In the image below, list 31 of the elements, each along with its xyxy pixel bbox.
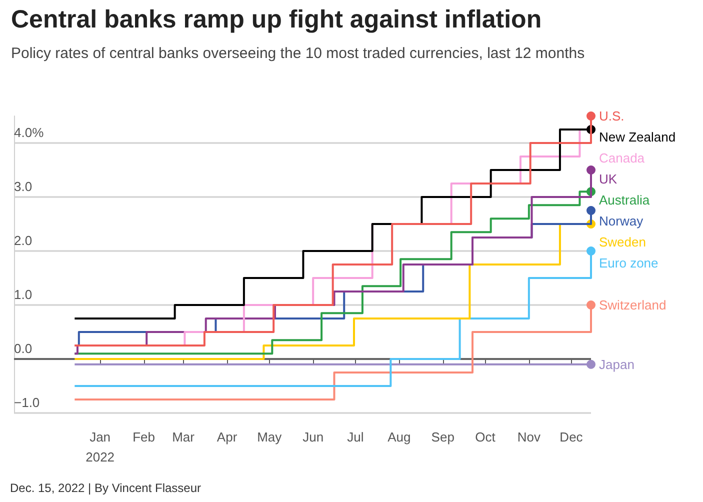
series-label: Euro zone	[599, 256, 658, 270]
series-label: UK	[599, 172, 618, 186]
series-label: Japan	[599, 356, 634, 372]
x-tick-label: Dec	[560, 430, 584, 444]
x-tick-label: May	[257, 430, 282, 444]
x-tick-label: Sep	[431, 430, 454, 444]
series-label: Australia	[599, 192, 650, 208]
y-tick-label: −1.0	[14, 395, 40, 410]
series-label: New Zealand	[599, 130, 676, 144]
x-tick-label: Jul	[347, 430, 364, 444]
x-tick-label: Nov	[517, 430, 541, 444]
y-tick-label: 1.0	[14, 287, 32, 302]
x-tick-label: Feb	[132, 430, 155, 444]
series-label: Norway	[599, 214, 644, 228]
text: Dec. 15, 2022 | By Vincent Flasseur	[10, 481, 201, 495]
series-label: U.S.	[599, 108, 624, 124]
series-label: Canada	[599, 150, 646, 166]
series-label: Switzerland	[599, 298, 666, 312]
y-tick-label: 3.0	[14, 179, 32, 194]
y-tick-label: 4.0%	[14, 125, 44, 140]
x-tick-label: Mar	[172, 430, 196, 444]
y-tick-label: 0.0	[14, 341, 32, 356]
x-tick-label: Aug	[388, 430, 411, 444]
y-tick-label: 2.0	[14, 233, 32, 248]
x-tick-label: Apr	[216, 430, 238, 444]
x-tick-label: Jan 2022	[86, 430, 115, 464]
x-tick-label: Jun	[302, 430, 324, 444]
chart-subtitle: Policy rates of central banks overseeing the 10 most traded currencies, last 12 months	[11, 45, 585, 62]
series-label: Sweden	[599, 234, 646, 250]
x-tick-label: Oct	[475, 430, 496, 444]
chart-title: Central banks ramp up fight against inflation	[11, 6, 542, 34]
